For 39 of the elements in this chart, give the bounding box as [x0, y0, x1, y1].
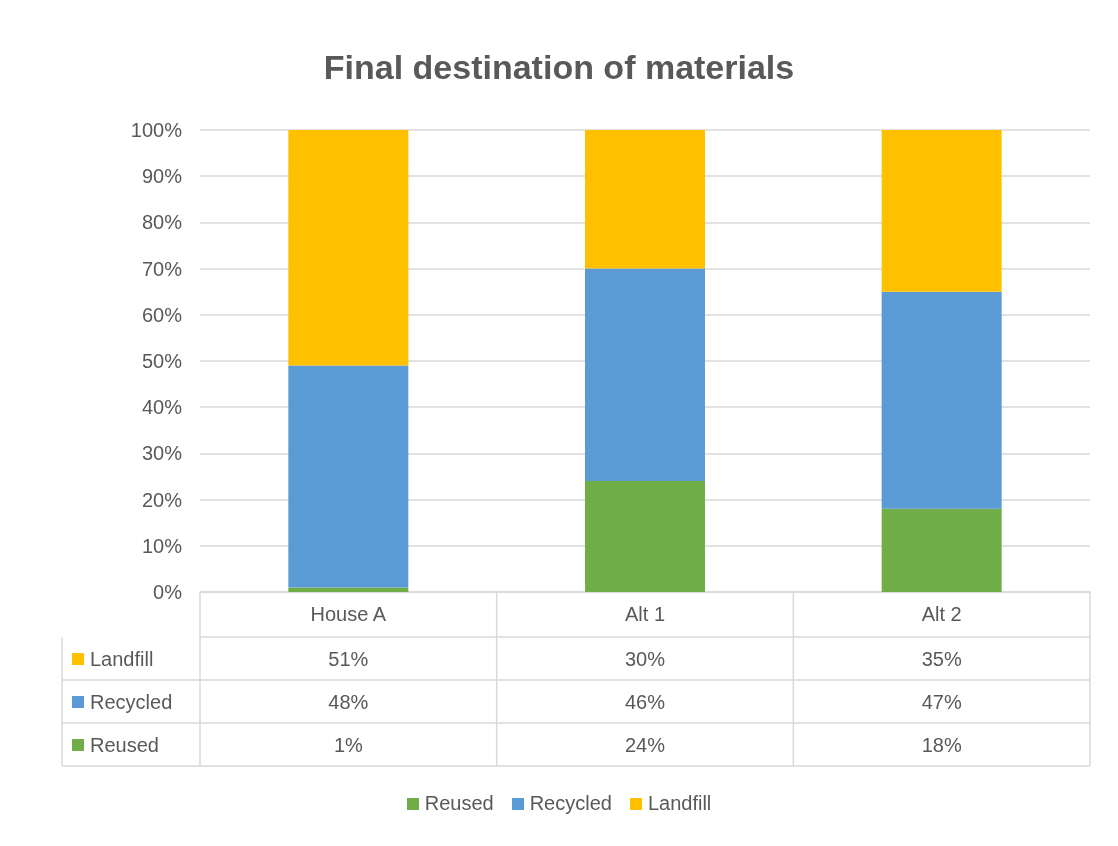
y-tick-label: 70% — [141, 257, 183, 280]
legend-label: Reused — [90, 732, 159, 757]
y-tick-label: 60% — [141, 303, 183, 326]
bar — [288, 587, 409, 592]
bar — [288, 130, 409, 366]
data-label: 24% — [624, 733, 666, 756]
data-label: 47% — [921, 690, 962, 713]
y-tick-label: 100% — [130, 119, 183, 141]
legend-label: Recycled — [90, 689, 173, 714]
chart-title: Final destination of materials — [323, 48, 795, 86]
y-tick-label: 0% — [153, 581, 183, 603]
y-tick-label: 40% — [141, 396, 183, 419]
y-tick-label: 80% — [141, 211, 183, 234]
bar — [881, 508, 1002, 592]
data-label: 18% — [921, 733, 962, 756]
y-tick-label: 20% — [141, 488, 183, 511]
bar — [585, 268, 705, 482]
data-label: 35% — [921, 647, 962, 670]
x-tick-label: Alt 2 — [921, 603, 962, 625]
data-label: 48% — [328, 690, 369, 713]
data-label: 30% — [624, 647, 666, 670]
data-label: 51% — [328, 647, 369, 670]
data-label: 1% — [333, 733, 363, 756]
bar — [585, 130, 705, 269]
y-tick-label: 10% — [141, 534, 183, 557]
text: Landfill — [647, 792, 712, 814]
x-tick-label: Alt 1 — [624, 603, 666, 625]
x-tick-label: House A — [310, 603, 387, 625]
bar — [881, 291, 1002, 509]
bar — [585, 481, 705, 592]
y-tick-label: 50% — [141, 350, 183, 372]
bar — [881, 130, 1002, 292]
legend-label: Landfill — [90, 646, 154, 671]
bar — [288, 365, 409, 588]
text: Recycled — [529, 792, 612, 814]
text: Reused — [424, 792, 494, 814]
y-tick-label: 90% — [141, 165, 183, 188]
data-label: 46% — [624, 690, 666, 713]
y-tick-label: 30% — [141, 442, 183, 465]
